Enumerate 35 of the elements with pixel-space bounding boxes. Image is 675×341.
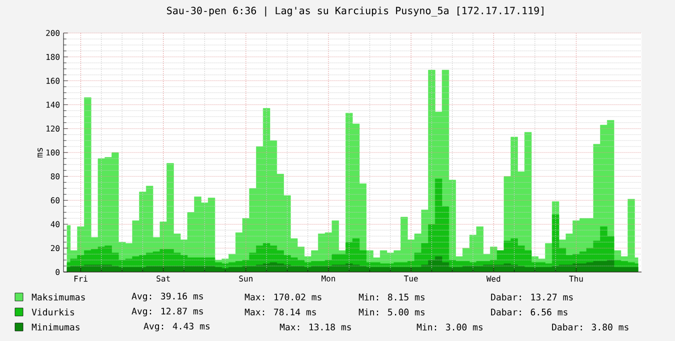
text: Max: 78.14 ms (244, 308, 316, 316)
x-tick-label: Wed (486, 276, 500, 282)
text: Avg: 39.16 ms (132, 292, 203, 302)
y-tick-label: 120 (46, 126, 60, 132)
legend-label: Minimumas (32, 324, 80, 330)
text: Avg: 4.43 ms (144, 322, 210, 332)
text: Max: 13.18 ms (280, 324, 351, 330)
legend-label: Vidurkis (32, 308, 74, 316)
y-tick-label: 100 (46, 149, 60, 156)
x-tick-label: Fri (74, 276, 88, 282)
text: Dabar: 3.80 ms (552, 324, 628, 330)
text: Dabar: 13.27 ms (491, 294, 573, 300)
y-tick-label: 180 (46, 54, 60, 60)
text: Max: 170.02 ms (244, 294, 322, 300)
x-tick-label: Sat (156, 276, 170, 282)
y-tick-label: 60 (50, 197, 60, 204)
chart-title: Sau-30-pen 6:36 | Lag'as su Karciupis Pusyno_5a [172.17.17.119] (167, 6, 544, 17)
x-tick-label: Thu (569, 276, 583, 282)
text: Min: 5.00 ms (358, 308, 424, 316)
x-tick-label: Mon (322, 276, 335, 282)
y-tick-label: 0 (56, 268, 60, 276)
y-axis-title: ms (38, 148, 43, 158)
text: Dabar: 6.56 ms (491, 308, 568, 316)
text: Min: 8.15 ms (358, 294, 424, 300)
y-tick-label: 140 (46, 102, 60, 108)
y-tick-label: 200 (46, 30, 60, 36)
text: Avg: 12.87 ms (132, 308, 203, 316)
x-tick-label: Tue (404, 276, 418, 282)
x-tick-label: Sun (239, 276, 252, 282)
y-tick-label: 160 (46, 78, 60, 84)
y-tick-label: 20 (50, 245, 60, 252)
y-tick-label: 80 (50, 173, 60, 180)
text: Min: 3.00 ms (416, 324, 482, 330)
y-tick-label: 40 (50, 221, 60, 228)
legend-label: Maksimumas (32, 294, 85, 300)
